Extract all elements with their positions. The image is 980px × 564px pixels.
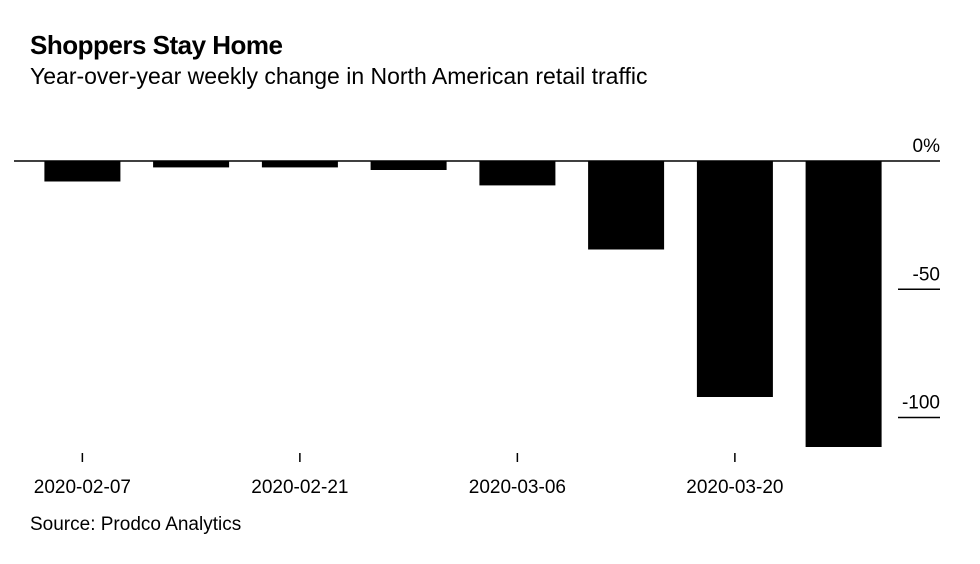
chart-subtitle: Year-over-year weekly change in North Am… bbox=[30, 63, 648, 89]
bar-2020-03-06 bbox=[479, 161, 556, 186]
bar-2020-02-14 bbox=[153, 161, 230, 168]
x-tick-label: 2020-02-21 bbox=[251, 477, 348, 498]
x-tick-label: 2020-03-06 bbox=[469, 477, 566, 498]
y-tick-label: -100 bbox=[902, 393, 940, 414]
x-tick-label: 2020-02-07 bbox=[34, 477, 131, 498]
chart-title: Shoppers Stay Home bbox=[30, 30, 283, 60]
y-axis: 0% -50 -100 bbox=[898, 136, 941, 419]
x-axis: 2020-02-07 2020-02-21 2020-03-06 2020-03-20 bbox=[34, 453, 783, 498]
bar-2020-03-13 bbox=[588, 161, 665, 250]
bar-2020-02-07 bbox=[44, 161, 121, 182]
source-note: Source: Prodco Analytics bbox=[30, 514, 242, 535]
bar-2020-03-20 bbox=[696, 161, 773, 397]
bars-group bbox=[44, 161, 882, 447]
bar-2020-02-28 bbox=[370, 161, 447, 170]
bar-2020-03-27 bbox=[805, 161, 882, 447]
x-tick-label: 2020-03-20 bbox=[686, 477, 783, 498]
bar-2020-02-21 bbox=[261, 161, 338, 168]
y-tick-label: 0% bbox=[913, 136, 941, 157]
y-tick-label: -50 bbox=[913, 264, 940, 285]
